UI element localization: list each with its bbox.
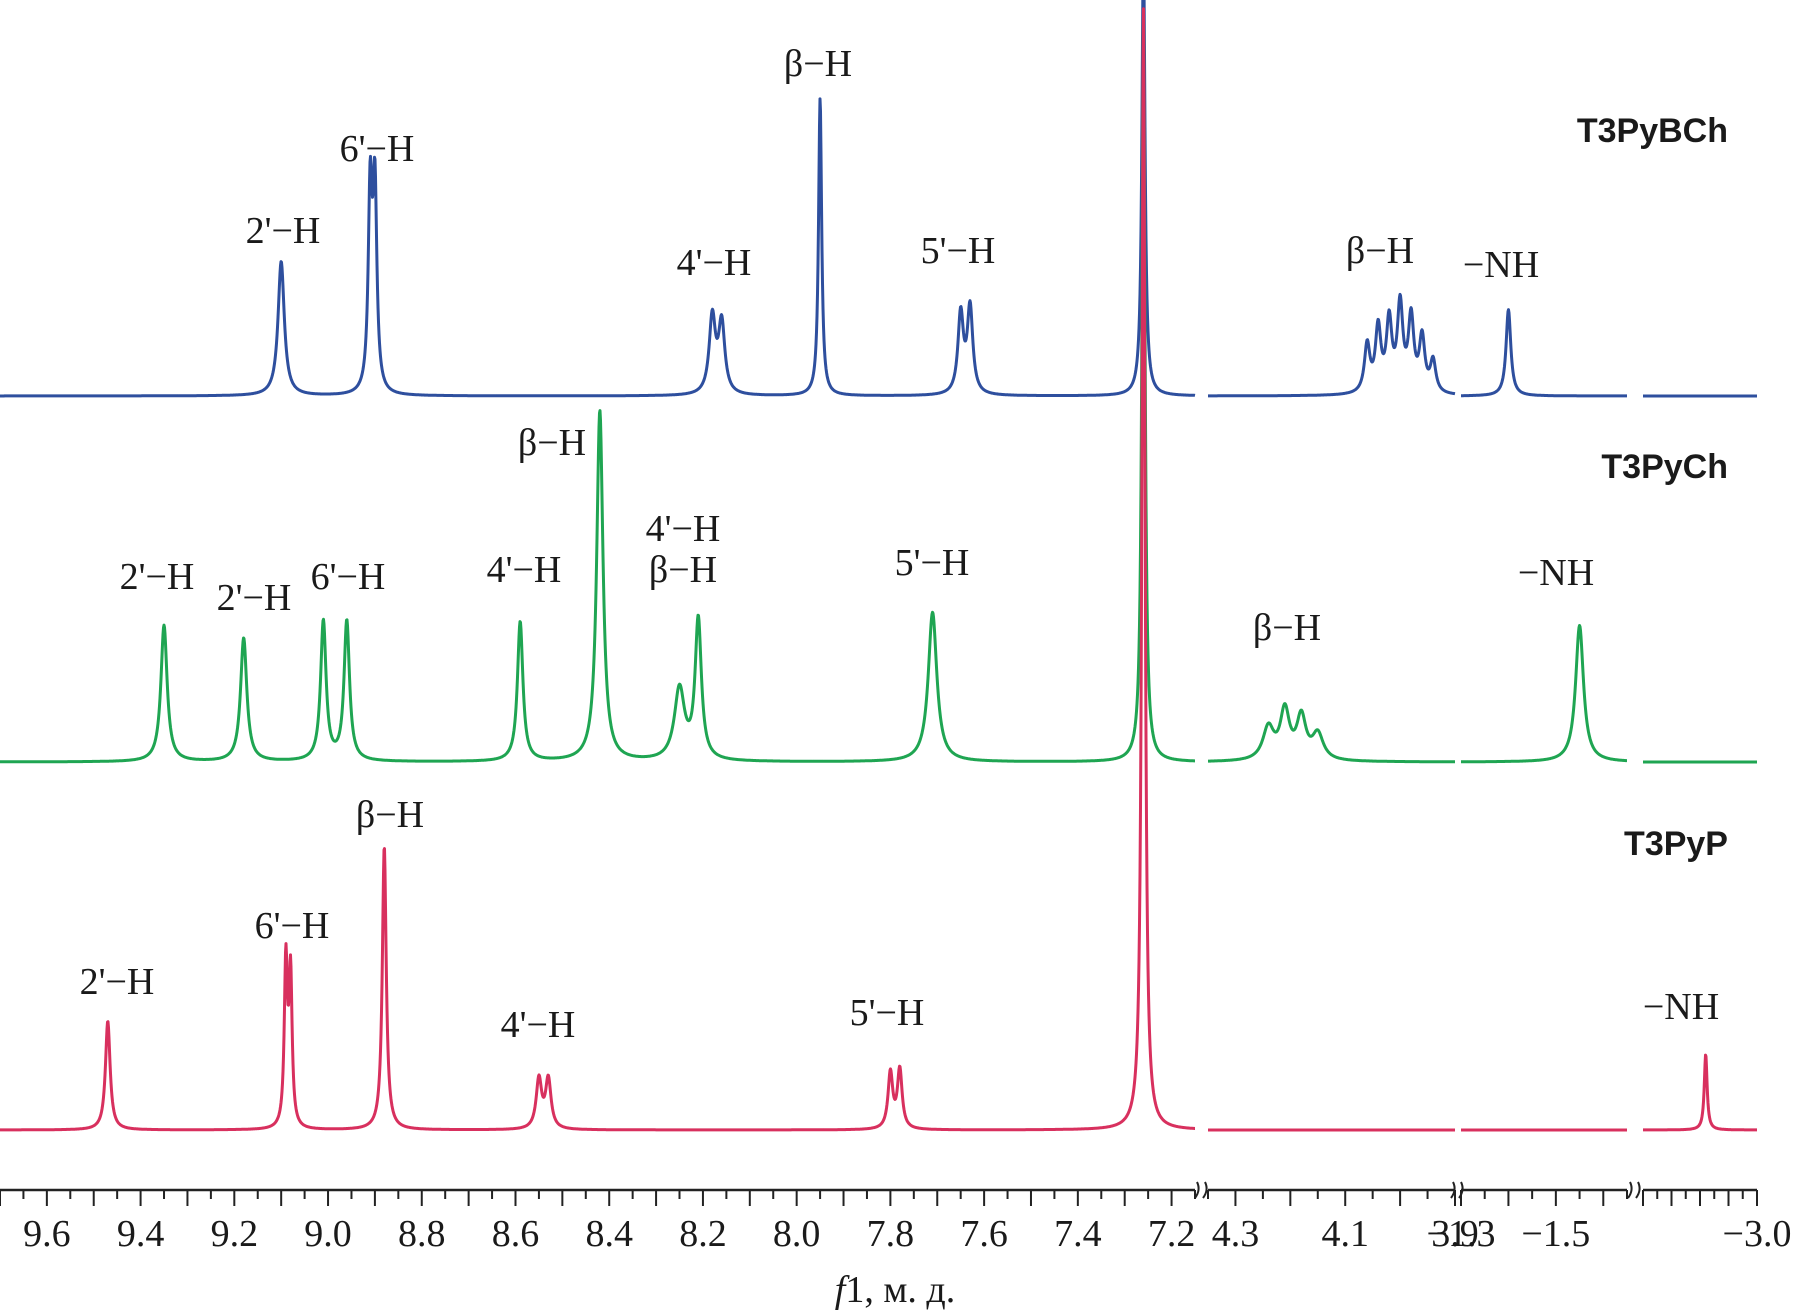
peak-label: β−H [1346,230,1414,272]
spectrum-line-T3PyCh [0,13,1196,764]
spectrum-line-T3PyBCh [1460,308,1628,398]
peak-label: 5'−H [850,992,925,1034]
spectrum-line-T3PyP [1642,1053,1758,1132]
spectrum-line-T3PyBCh [1207,292,1456,398]
peak-label: β−H [784,43,852,85]
tick-label: 8.0 [773,1213,821,1255]
tick-label: 7.4 [1054,1213,1102,1255]
peak-label: 2'−H [120,556,195,598]
peak-label: 4'−H [487,549,562,591]
peak-label: β−H [518,422,586,464]
tick-label: −1.5 [1521,1213,1590,1255]
x-axis-title: f1, м. д. [835,1269,955,1311]
peak-label: 6'−H [340,128,415,170]
tick-label: 7.6 [960,1213,1008,1255]
spectrum-line-T3PyP [0,7,1196,1132]
peak-label: β−H [356,794,424,836]
peak-label: β−H [649,549,717,591]
tick-label: 8.2 [679,1213,727,1255]
tick-label: 8.8 [398,1213,446,1255]
peak-label: 5'−H [895,542,970,584]
peak-label: 2'−H [246,210,321,252]
x-axis: 9.6 9.4 9.2 9.0 8.8 8.6 8.4 8.2 8.0 7.8 7.6 7.4 7.2 4… [0,1181,1792,1255]
peak-label: β−H [1253,607,1321,649]
series-name-label: T3PyBCh [1577,112,1728,150]
tick-label: −3.0 [1723,1213,1792,1255]
peak-label: 4'−H [501,1004,576,1046]
spectrum-line-T3PyCh [1207,702,1456,764]
peak-label: 4'−H [677,242,752,284]
axis-break-mark [1627,1181,1641,1199]
tick-label: 4.1 [1321,1213,1369,1255]
tick-label: 9.4 [117,1213,165,1255]
axis-break-mark [1194,1181,1208,1199]
series-T3PyP [0,7,1758,1132]
tick-label: 9.6 [23,1213,71,1255]
spectrum-line-T3PyBCh [0,0,1196,398]
tick-label: −1.3 [1427,1213,1496,1255]
peak-label: −NH [1463,244,1539,286]
tick-label: 3.9 [1431,1213,1479,1255]
tick-label: 8.4 [585,1213,633,1255]
tick-label: 9.2 [211,1213,259,1255]
tick-label: 7.8 [867,1213,915,1255]
peak-label: 6'−H [255,905,330,947]
series-name-label: T3PyCh [1601,448,1728,486]
peak-label: 2'−H [80,961,155,1003]
tick-label: 9.0 [304,1213,352,1255]
peak-label: 2'−H [217,577,292,619]
axis-break-mark [1450,1181,1464,1199]
series-T3PyCh [0,13,1758,764]
tick-label: 7.2 [1148,1213,1196,1255]
tick-label: 4.3 [1212,1213,1260,1255]
series-T3PyBCh [0,0,1758,398]
peak-label: 6'−H [311,556,386,598]
spectra-group [0,0,1758,1132]
spectrum-line-T3PyCh [1460,624,1628,764]
peak-label: −NH [1643,986,1719,1028]
peak-label: −NH [1518,552,1594,594]
series-name-label: T3PyP [1624,825,1728,863]
peak-label: 5'−H [921,230,996,272]
peak-label: 4'−H [646,508,721,550]
tick-label: 8.6 [492,1213,540,1255]
